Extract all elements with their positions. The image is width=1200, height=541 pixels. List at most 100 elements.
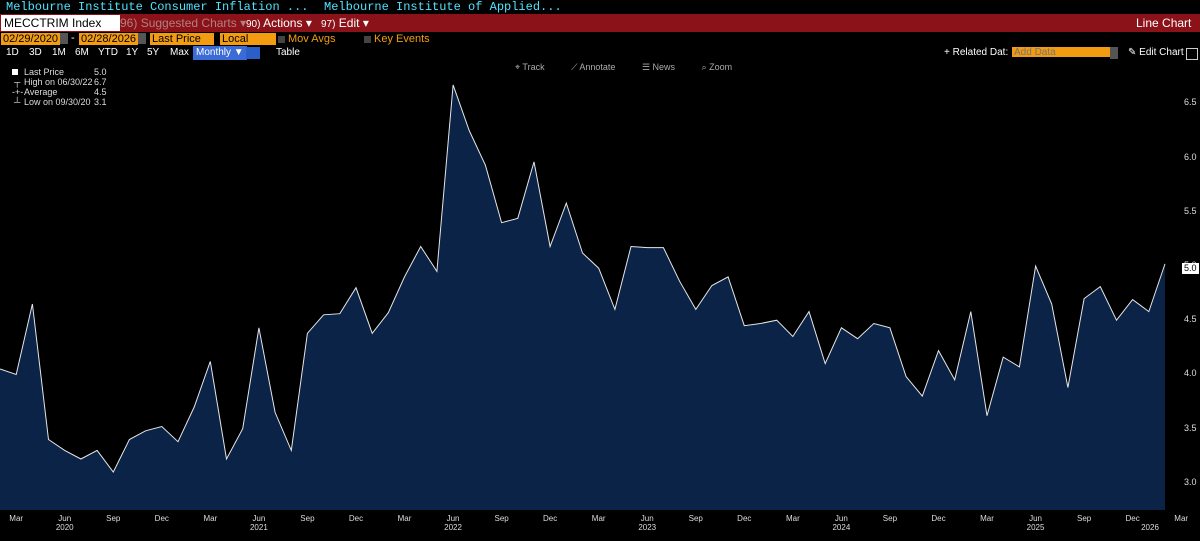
title-bar: Melbourne Institute Consumer Inflation .… [0,0,1200,14]
data-point [1050,302,1053,305]
end-date-calendar-icon[interactable] [138,33,146,44]
date-separator: - [71,32,75,44]
x-tick-label: Sep [688,514,703,523]
currency-select[interactable]: Local CCY [220,33,276,57]
frequency-select[interactable]: Monthly ▼ [193,46,247,60]
edit-chart-button[interactable]: ✎ Edit Chart [1128,47,1184,58]
period-1m[interactable]: 1M [52,47,66,58]
data-point [435,270,438,273]
x-year-label: 2022 [444,523,462,532]
data-point [354,286,357,289]
low-marker-icon: ┴ [14,97,21,107]
data-point [597,267,600,270]
chart-plot-area[interactable] [0,60,1180,510]
start-date-field[interactable]: 02/29/2020 [1,33,60,45]
controls-bar: 02/29/2020 - 02/28/2026 Last Price Local… [0,32,1200,57]
expand-icon[interactable] [1186,48,1198,60]
x-tick-label: Jun [58,514,72,523]
zoom-label: Zoom [709,62,733,72]
key-events-toggle[interactable]: Key Events [364,33,430,45]
data-point [257,326,260,329]
data-point [128,438,131,441]
zoom-tool[interactable]: ⌕ Zoom [701,62,733,72]
news-tool[interactable]: ☰ News [641,62,676,72]
legend-high-value: 6.7 [94,77,107,87]
data-point [630,245,633,248]
actions-num: 90) [246,19,261,30]
x-tick-label: Jun [834,514,848,523]
checkbox-icon [278,35,285,43]
high-marker-icon: ┬ [14,77,21,87]
data-point [47,438,50,441]
add-data-dropdown-icon[interactable] [1110,47,1118,59]
data-point [727,275,730,278]
data-point [516,217,519,220]
period-max[interactable]: Max [170,47,189,58]
annotate-tool[interactable]: ⟋ Annotate [571,62,616,72]
data-point [403,275,406,278]
table-button[interactable]: Table [276,47,300,58]
actions-button[interactable]: 90) Actions ▾ [246,16,312,30]
y-axis [1180,60,1200,510]
data-point [759,322,762,325]
add-data-input[interactable] [1012,47,1110,57]
suggested-charts-button[interactable]: 96) Suggested Charts ▾ [120,16,247,30]
data-point [775,319,778,322]
x-tick-label: Mar [785,514,800,523]
average-marker-icon: -+- [12,87,24,97]
data-point [581,252,584,255]
legend-high-label: High on 06/30/22 [24,77,93,87]
field-select[interactable]: Last Price [150,33,214,45]
security-field[interactable]: MECCTRIM Index [1,15,120,31]
period-5y[interactable]: 5Y [147,47,160,58]
data-point [387,311,390,314]
data-point [824,362,827,365]
data-point [953,378,956,381]
period-1d[interactable]: 1D [6,47,19,58]
period-3d[interactable]: 3D [29,47,42,58]
start-date-calendar-icon[interactable] [60,33,68,44]
data-point [565,202,568,205]
data-point [1002,356,1005,359]
data-point [176,440,179,443]
plot-tools: ⌖ Track ⟋ Annotate ☰ News ⌕ Zoom [515,62,756,73]
data-point [371,332,374,335]
toolbar: MECCTRIM Index 96) Suggested Charts ▾ 90… [0,14,1200,32]
edit-label: Edit [338,16,360,30]
y-tick-label: 6.5 [1184,97,1197,108]
edit-button[interactable]: 97) Edit ▾ [321,16,369,30]
edit-chart-label: Edit Chart [1139,47,1184,58]
data-point [225,458,228,461]
period-1y[interactable]: 1Y [126,47,139,58]
track-tool[interactable]: ⌖ Track [515,62,545,72]
news-label: News [652,62,676,72]
data-point [1131,298,1134,301]
period-ytd[interactable]: YTD [98,47,118,58]
period-bar: 1D 3D 1M 6M YTD 1Y 5Y Max Monthly ▼ Tabl… [0,46,1200,60]
legend-last-value: 5.0 [94,67,107,77]
data-point [937,349,940,352]
key-events-label: Key Events [374,33,430,45]
line-chart-icon[interactable] [246,47,260,59]
data-point [96,449,99,452]
data-point [694,308,697,311]
x-tick-label: Sep [106,514,121,523]
data-point [678,280,681,283]
data-point [905,375,908,378]
series-area-fill [0,84,1165,510]
x-year-label: 2020 [55,523,74,532]
data-point [274,411,277,414]
legend-average-label: Average [24,87,58,97]
data-point [969,310,972,313]
end-date-field[interactable]: 02/28/2026 [79,33,138,45]
period-6m[interactable]: 6M [75,47,89,58]
data-point [613,308,616,311]
data-point [1164,262,1167,265]
annotate-label: Annotate [579,62,616,72]
chart-type-label[interactable]: Line Chart [1136,16,1192,30]
x-year-label: 2024 [832,523,851,532]
x-tick-label: Mar [397,514,412,523]
mov-avgs-toggle[interactable]: Mov Avgs [278,33,336,45]
data-point [1115,319,1118,322]
data-point [646,246,649,249]
